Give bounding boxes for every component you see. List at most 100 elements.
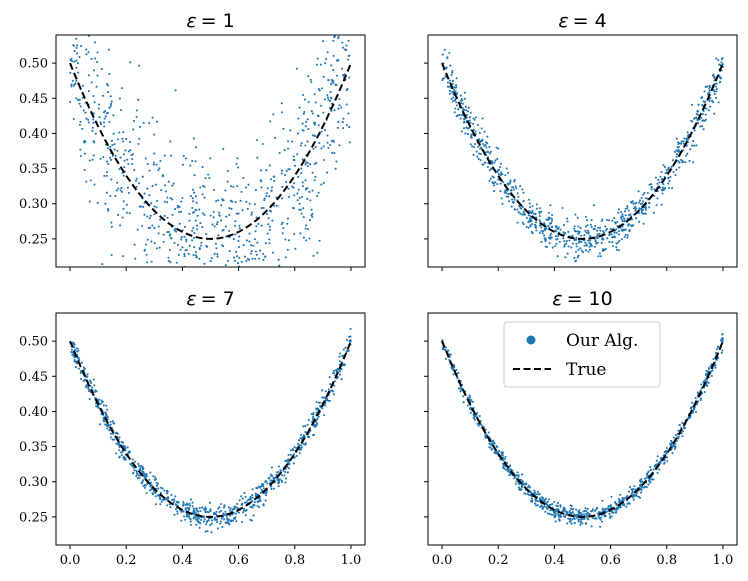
data-point [123, 159, 126, 162]
data-point [693, 129, 696, 132]
data-point [500, 197, 503, 200]
x-tick-label: 0.0 [432, 553, 453, 568]
data-point [222, 506, 225, 509]
true-curve [441, 340, 724, 518]
data-point [153, 271, 155, 273]
data-point [453, 99, 456, 102]
data-point [595, 507, 599, 510]
data-point [125, 203, 128, 206]
data-point [605, 508, 608, 511]
data-point [556, 238, 559, 241]
data-point [140, 205, 143, 208]
data-point [333, 109, 336, 112]
data-point [251, 488, 254, 491]
data-point [219, 520, 223, 523]
data-point [704, 372, 708, 376]
data-point [517, 475, 520, 478]
data-point [274, 476, 277, 479]
data-point [302, 112, 305, 115]
data-point [75, 66, 78, 69]
data-point [154, 183, 157, 186]
data-point [540, 210, 543, 213]
data-point [173, 208, 177, 211]
data-point [150, 202, 153, 205]
data-point [461, 102, 464, 105]
data-point [624, 228, 627, 231]
data-point [281, 232, 284, 235]
data-point [131, 153, 134, 156]
data-point [208, 501, 211, 504]
data-point [466, 404, 469, 407]
data-point [538, 231, 541, 234]
data-point [156, 482, 159, 486]
data-point [105, 191, 108, 194]
data-point [115, 442, 118, 445]
data-point [178, 222, 181, 225]
data-point [142, 121, 145, 124]
data-point [85, 384, 88, 387]
data-point [667, 177, 670, 180]
data-point [631, 489, 634, 492]
data-point [500, 451, 503, 454]
data-point [194, 512, 197, 515]
data-point [209, 275, 211, 277]
data-point [155, 206, 158, 209]
data-point [301, 185, 304, 188]
data-point [592, 227, 595, 231]
data-point [306, 197, 309, 201]
data-point [495, 146, 498, 149]
data-point [280, 172, 283, 175]
data-point [588, 245, 591, 248]
data-point [574, 250, 578, 253]
data-point [140, 224, 144, 228]
data-point [149, 485, 152, 488]
data-point [464, 105, 467, 109]
data-point [143, 486, 147, 489]
data-point [198, 526, 201, 529]
data-point [506, 171, 510, 174]
data-point [292, 155, 295, 158]
data-point [545, 502, 548, 505]
data-point [554, 520, 557, 523]
data-point [236, 157, 239, 160]
data-point [541, 232, 544, 235]
data-point [88, 159, 91, 162]
data-point [640, 196, 643, 199]
data-point [637, 201, 640, 204]
data-point [640, 211, 643, 214]
data-point [600, 241, 603, 245]
data-point [287, 461, 290, 464]
data-point [315, 161, 318, 164]
data-point [85, 48, 88, 51]
data-point [460, 113, 463, 116]
data-point [516, 208, 519, 211]
data-point [615, 231, 618, 234]
data-point [75, 37, 78, 40]
data-point [657, 178, 660, 181]
data-point [574, 230, 578, 233]
data-point [305, 120, 308, 123]
data-point [273, 179, 276, 183]
data-point [337, 120, 340, 123]
data-point [470, 133, 473, 136]
data-point [689, 407, 693, 410]
data-point [689, 148, 692, 151]
data-point [192, 137, 195, 140]
data-point [707, 109, 710, 112]
data-point [650, 188, 653, 191]
data-point [681, 430, 684, 433]
data-point [96, 74, 99, 77]
data-point [685, 154, 688, 157]
data-point [175, 230, 178, 233]
data-point [632, 493, 635, 497]
data-point [219, 502, 222, 506]
data-point [601, 499, 604, 502]
data-point [654, 176, 657, 179]
data-point [231, 508, 235, 511]
data-point [343, 48, 346, 51]
data-point [158, 496, 161, 499]
data-point [648, 206, 651, 209]
data-point [118, 455, 121, 458]
y-tick-label: 0.30 [19, 475, 48, 490]
data-point [596, 229, 599, 232]
